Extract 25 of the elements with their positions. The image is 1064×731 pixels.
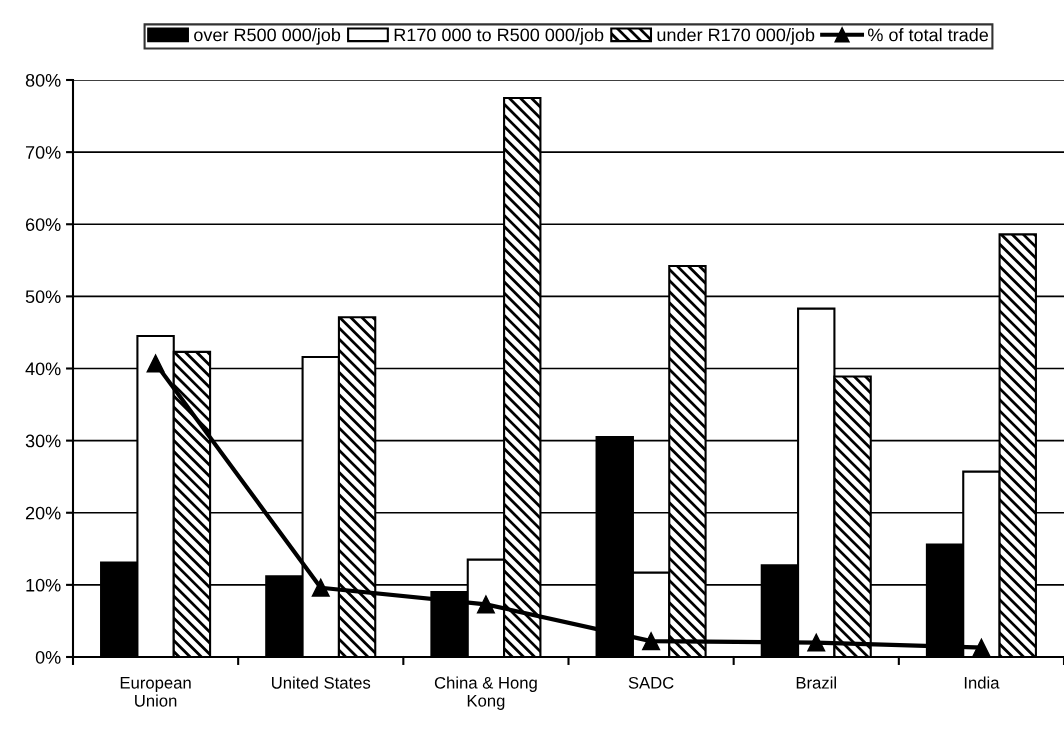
- legend-label: % of total trade: [868, 28, 988, 42]
- point: [476, 595, 495, 614]
- legend-label: over R500 000/job: [194, 28, 341, 45]
- y-tick-label: 0%: [35, 650, 61, 664]
- legend-label: under R170 000/job: [657, 28, 815, 45]
- point: [146, 354, 165, 373]
- y-tick-label: 60%: [25, 218, 61, 231]
- legend-label: R170 000 to R500 000/job: [394, 28, 604, 45]
- y-tick-label: 80%: [25, 73, 61, 87]
- x-tick-label: European Union: [120, 677, 191, 707]
- x-tick-label: India: [964, 676, 1000, 689]
- point: [642, 632, 661, 651]
- y-tick-label: 20%: [25, 506, 61, 520]
- point: [311, 578, 330, 597]
- point: [972, 638, 991, 657]
- x-tick-label: China & Hong Kong: [434, 676, 537, 710]
- x-tick-label: SADC: [628, 676, 674, 689]
- y-tick-label: 40%: [25, 362, 61, 376]
- y-tick-label: 70%: [25, 146, 61, 159]
- y-tick-label: 30%: [25, 434, 61, 448]
- y-tick-label: 50%: [25, 290, 61, 304]
- x-tick-label: United States: [272, 676, 371, 689]
- x-tick-label: Brazil: [796, 676, 836, 689]
- point: [807, 633, 826, 652]
- y-tick-label: 10%: [26, 578, 61, 592]
